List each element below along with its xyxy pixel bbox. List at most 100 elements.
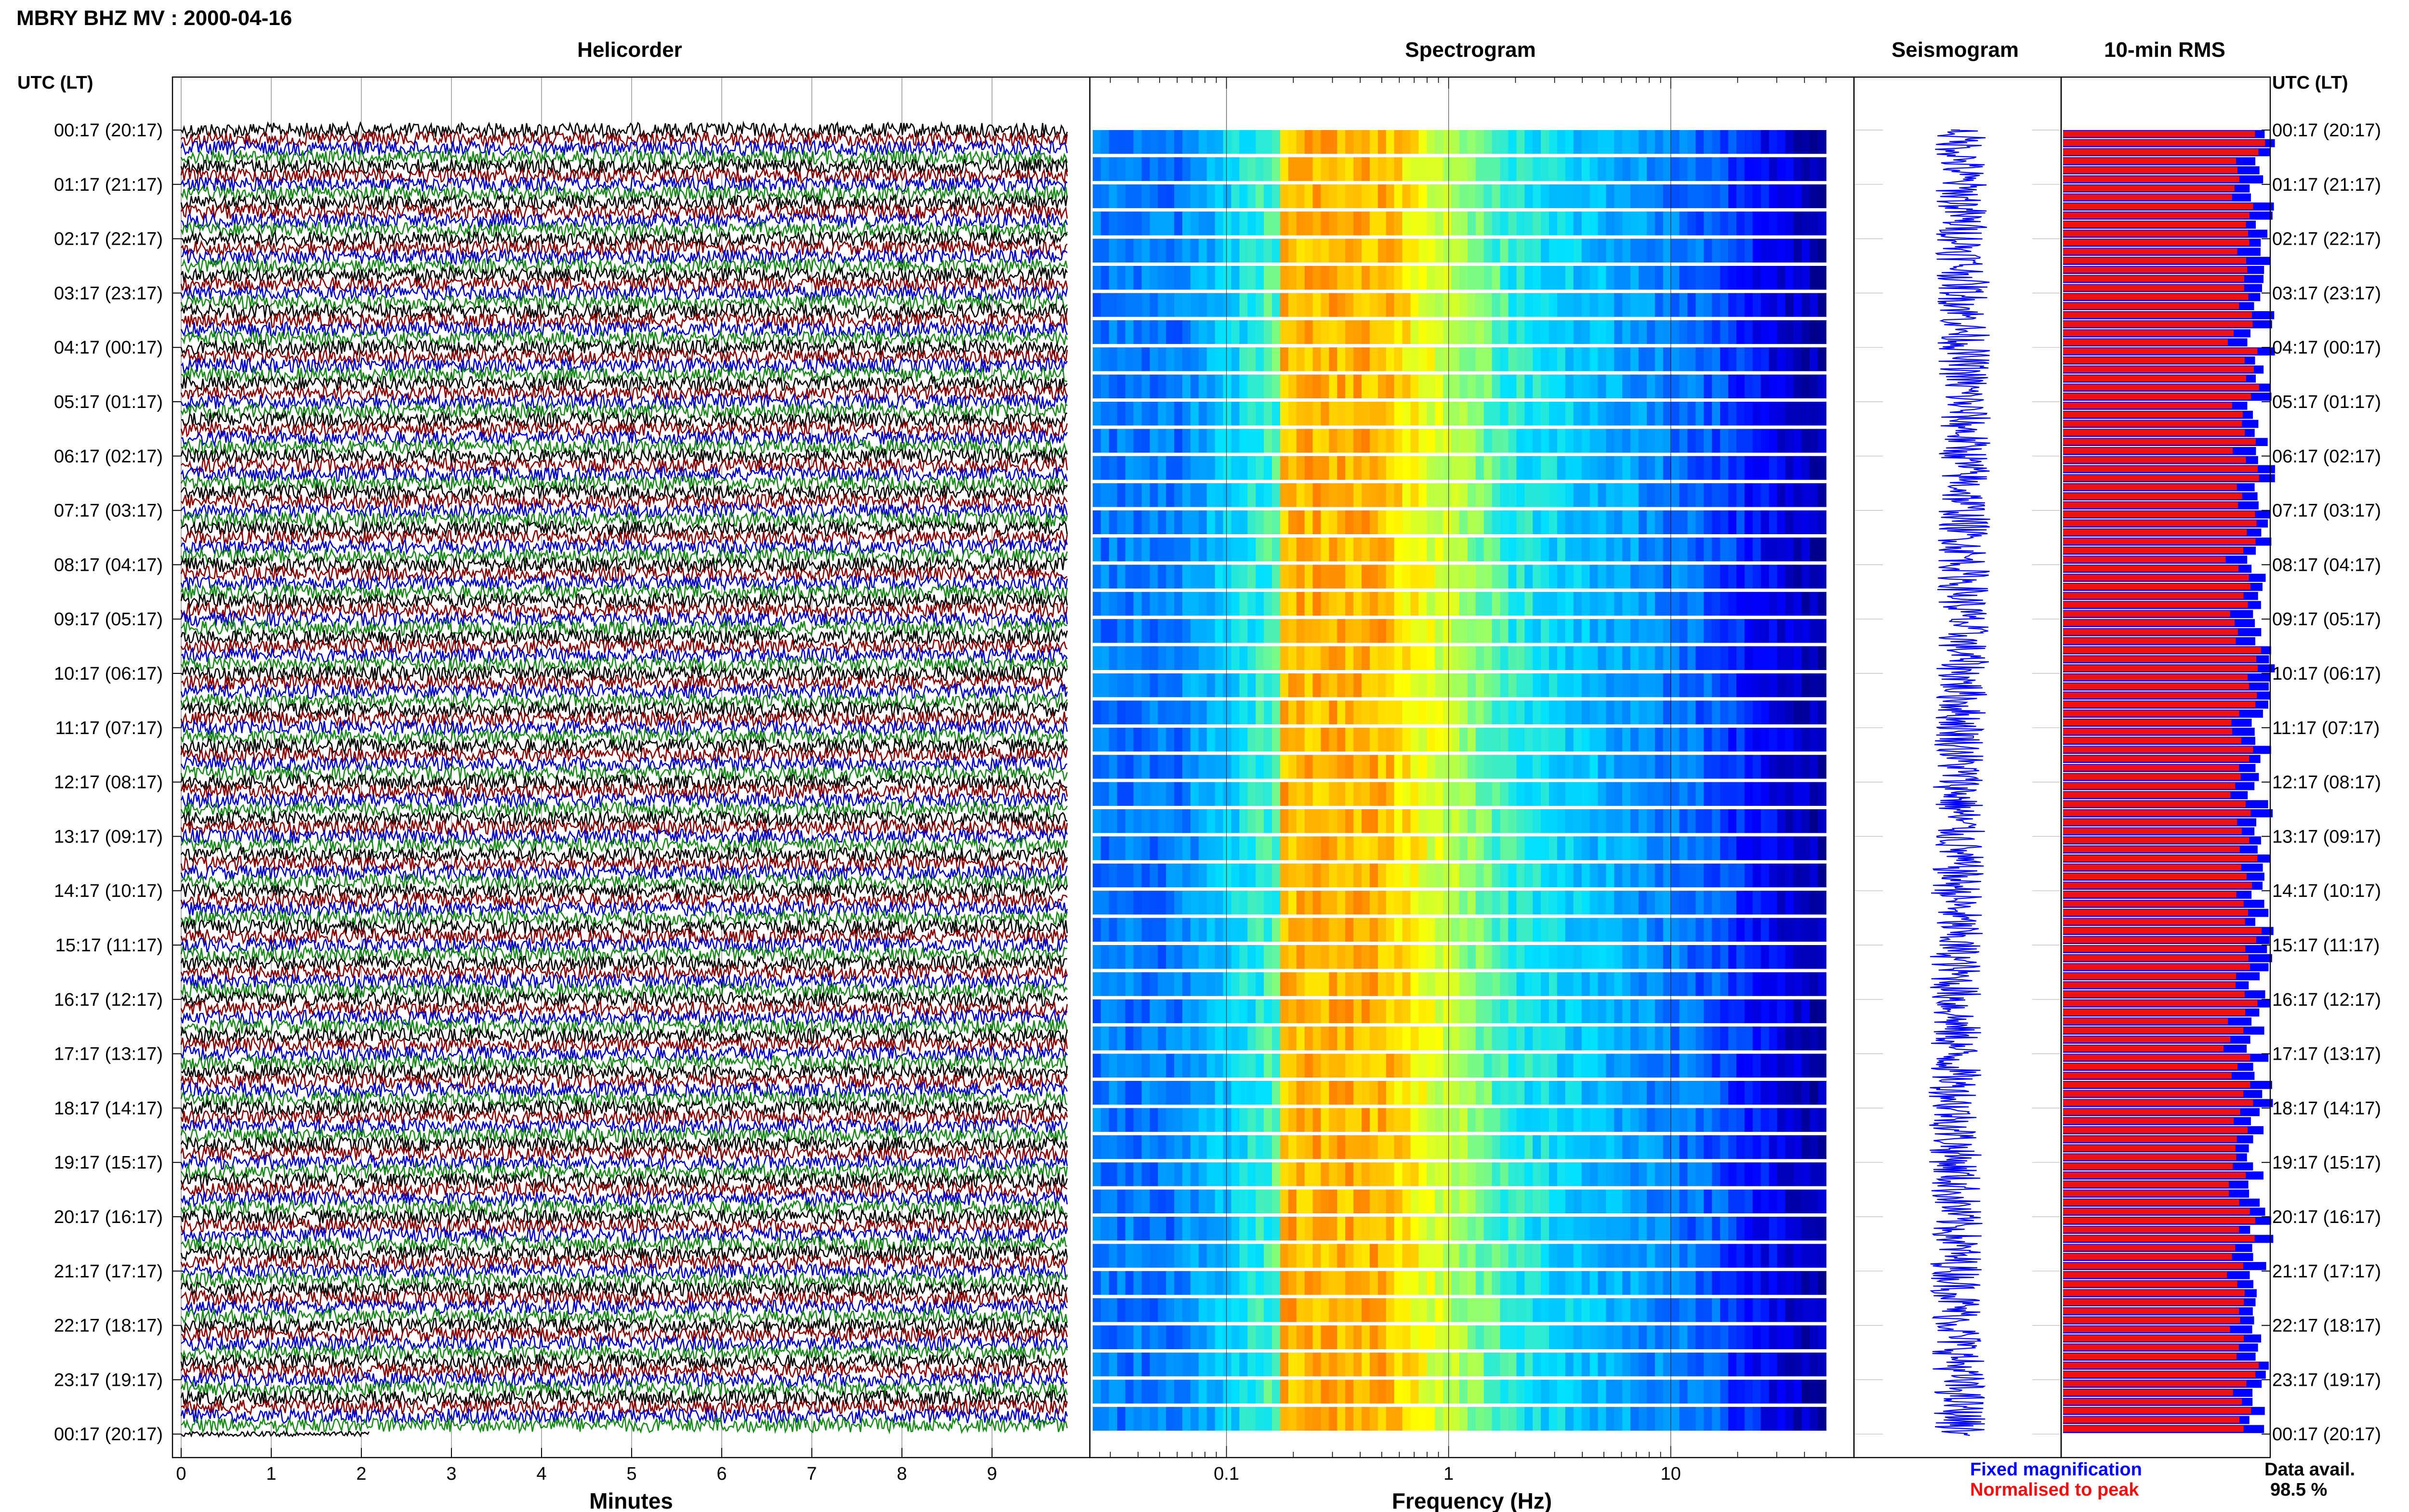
- spectrogram-cell: [1606, 1380, 1615, 1404]
- spectrogram-cell: [1141, 211, 1151, 236]
- spectrogram-cell: [1655, 809, 1664, 833]
- spectrogram-cell: [1166, 1162, 1175, 1186]
- spectrogram-cell: [1166, 836, 1175, 860]
- spectrogram-cell: [1109, 999, 1118, 1024]
- spectrogram-cell: [1541, 374, 1549, 398]
- spectrogram-cell: [1158, 1053, 1166, 1078]
- spectrogram-cell: [1133, 429, 1142, 453]
- spectrogram-cell: [1541, 945, 1549, 969]
- spectrogram-cell: [1581, 266, 1590, 290]
- spectrogram-cell: [1427, 891, 1436, 915]
- spectrogram-cell: [1533, 836, 1541, 860]
- spectrogram-cell: [1362, 945, 1370, 969]
- spectrogram-cell: [1769, 130, 1778, 154]
- spectrogram-cell: [1483, 727, 1493, 752]
- spectrogram-cell: [1720, 755, 1729, 779]
- spectrogram-cell: [1109, 727, 1118, 752]
- spectrogram-cell: [1418, 1298, 1428, 1322]
- spectrogram-cell: [1166, 945, 1175, 969]
- spectrogram-cell: [1337, 1217, 1346, 1241]
- spectrogram-cell: [1695, 293, 1705, 317]
- spectrogram-cell: [1475, 755, 1484, 779]
- spectrogram-cell: [1158, 1244, 1166, 1268]
- spectrogram-cell: [1541, 130, 1549, 154]
- spectrogram-cell: [1492, 538, 1501, 562]
- spectrogram-cell: [1198, 1217, 1207, 1241]
- spectrogram-cell: [1801, 809, 1810, 833]
- spectrogram-cell: [1524, 700, 1533, 724]
- spectrogram-cell: [1394, 1380, 1403, 1404]
- spectrogram-cell: [1443, 293, 1452, 317]
- spectrogram-cell: [1647, 538, 1655, 562]
- spectrogram-cell: [1435, 347, 1443, 371]
- spectrogram-cell: [1418, 755, 1428, 779]
- spectrogram-cell: [1158, 157, 1166, 181]
- spectrogram-cell: [1223, 999, 1232, 1024]
- spectrogram-cell: [1483, 1162, 1493, 1186]
- spectrogram-cell: [1720, 972, 1729, 996]
- spectrogram-cell: [1321, 619, 1330, 643]
- spectrogram-cell: [1589, 619, 1599, 643]
- spectrogram-cell: [1549, 483, 1558, 507]
- rms-bar-normalised: [2063, 221, 2246, 228]
- spectrogram-cell: [1280, 483, 1289, 507]
- spectrogram-cell: [1337, 184, 1346, 209]
- spectrogram-cell: [1679, 1081, 1688, 1105]
- spectrogram-cell: [1818, 456, 1827, 480]
- spectrogram-cell: [1256, 646, 1264, 670]
- spectrogram-cell: [1239, 184, 1248, 209]
- spectrogram-cell: [1198, 646, 1207, 670]
- spectrogram-cell: [1541, 1135, 1549, 1159]
- spectrogram-cell: [1329, 863, 1338, 888]
- spectrogram-cell: [1362, 565, 1370, 589]
- spectrogram-cell: [1100, 565, 1110, 589]
- spectrogram-cell: [1785, 972, 1794, 996]
- spectrogram-cell: [1362, 1298, 1370, 1322]
- spectrogram-cell: [1557, 483, 1566, 507]
- spectrogram-cell: [1810, 1026, 1818, 1051]
- spectrogram-cell: [1312, 483, 1322, 507]
- spectrogram-cell: [1695, 157, 1705, 181]
- spectrogram-cell: [1500, 320, 1509, 344]
- spectrogram-cell: [1337, 238, 1346, 263]
- spectrogram-cell: [1443, 1217, 1452, 1241]
- spectrogram-cell: [1353, 238, 1362, 263]
- spectrogram-cell: [1744, 782, 1753, 806]
- spectrogram-cell: [1533, 1380, 1541, 1404]
- spectrogram-cell: [1100, 1217, 1110, 1241]
- spectrogram-cell: [1158, 266, 1166, 290]
- spectrogram-cell: [1296, 727, 1305, 752]
- spectrogram-cell: [1687, 1325, 1696, 1349]
- spectrogram-cell: [1500, 1026, 1509, 1051]
- spectrogram-cell: [1410, 538, 1419, 562]
- spectrogram-cell: [1712, 293, 1721, 317]
- spectrogram-cell: [1288, 782, 1297, 806]
- spectrogram-cell: [1182, 456, 1191, 480]
- spectrogram-cell: [1549, 266, 1558, 290]
- spectrogram-cell: [1630, 1271, 1639, 1295]
- spectrogram-cell: [1247, 293, 1256, 317]
- spectrogram-cell: [1720, 293, 1729, 317]
- spectrogram-cell: [1288, 836, 1297, 860]
- spectrogram-cell: [1695, 320, 1705, 344]
- spectrogram-cell: [1190, 1271, 1199, 1295]
- spectrogram-cell: [1492, 1353, 1501, 1377]
- spectrogram-cell: [1492, 1271, 1501, 1295]
- spectrogram-cell: [1769, 538, 1778, 562]
- spectrogram-cell: [1321, 402, 1330, 426]
- spectrogram-cell: [1451, 592, 1460, 616]
- spectrogram-cell: [1581, 238, 1590, 263]
- spectrogram-cell: [1264, 972, 1272, 996]
- rms-bar-normalised: [2063, 339, 2228, 345]
- spectrogram-cell: [1467, 1407, 1476, 1431]
- spectrogram-cell: [1329, 510, 1338, 534]
- spectrogram-cell: [1524, 727, 1533, 752]
- spectrogram-cell: [1345, 483, 1354, 507]
- spectrogram-cell: [1712, 1271, 1721, 1295]
- spectrogram-cell: [1630, 402, 1639, 426]
- spectrogram-cell: [1443, 972, 1452, 996]
- spectrogram-cell: [1451, 972, 1460, 996]
- rms-bar-normalised: [2063, 1190, 2229, 1196]
- spectrogram-cell: [1663, 972, 1672, 996]
- spectrogram-cell: [1182, 999, 1191, 1024]
